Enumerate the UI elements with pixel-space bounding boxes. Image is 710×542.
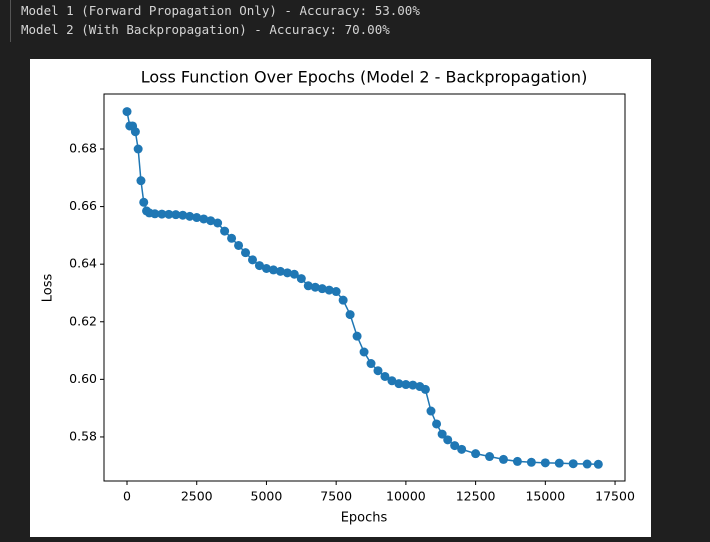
point	[450, 441, 460, 451]
point	[303, 281, 313, 291]
point	[512, 456, 522, 466]
x-tick-label: 12500	[456, 489, 496, 504]
output-line: Model 2 (With Backpropagation) - Accurac…	[21, 22, 390, 37]
point	[582, 459, 592, 469]
point	[380, 371, 390, 381]
y-tick-label: 0.68	[69, 140, 97, 155]
point	[331, 287, 341, 297]
point	[199, 214, 209, 224]
point	[139, 197, 149, 207]
point	[171, 210, 181, 220]
point	[324, 285, 334, 295]
output-line: Model 1 (Forward Propagation Only) - Acc…	[21, 3, 420, 18]
x-tick-label: 10000	[386, 489, 426, 504]
point	[164, 209, 174, 219]
point	[352, 331, 362, 341]
point	[317, 284, 327, 294]
output-area: Model 1 (Forward Propagation Only) - Acc…	[10, 0, 710, 42]
y-tick-label: 0.62	[69, 313, 97, 328]
point	[373, 366, 383, 376]
point	[345, 310, 355, 320]
point	[206, 216, 216, 226]
x-tick-label: 5000	[251, 489, 283, 504]
point	[261, 263, 271, 273]
x-axis-label: Epochs	[341, 511, 388, 526]
point	[310, 282, 320, 292]
x-tick-label: 17500	[595, 489, 635, 504]
x-tick-label: 2500	[181, 489, 213, 504]
point	[593, 459, 603, 469]
x-tick-label: 0	[123, 489, 131, 504]
point	[248, 255, 258, 265]
point	[178, 210, 188, 220]
plot-frame	[103, 93, 626, 482]
point	[432, 419, 442, 429]
point	[437, 429, 447, 439]
point	[220, 226, 230, 236]
point	[185, 211, 195, 221]
point	[394, 379, 404, 389]
point	[338, 295, 348, 305]
point	[241, 248, 251, 258]
point	[540, 458, 550, 468]
point	[485, 452, 495, 462]
point	[254, 261, 264, 271]
point	[268, 265, 278, 275]
point	[133, 144, 143, 154]
point	[192, 213, 202, 223]
y-tick-label: 0.60	[69, 371, 97, 386]
chart-title: Loss Function Over Epochs (Model 2 - Bac…	[141, 68, 588, 87]
y-tick-label: 0.66	[69, 198, 97, 213]
point	[122, 107, 132, 117]
point	[359, 347, 369, 357]
point	[157, 209, 167, 219]
point	[366, 359, 376, 369]
x-tick-label: 15000	[525, 489, 565, 504]
point	[457, 444, 467, 454]
y-tick-label: 0.58	[69, 428, 97, 443]
point	[568, 459, 578, 469]
point	[130, 127, 140, 137]
point	[136, 176, 146, 186]
point	[275, 266, 285, 276]
point	[282, 268, 292, 278]
y-axis-label: Loss	[41, 274, 56, 303]
point	[443, 435, 453, 445]
point	[227, 233, 237, 243]
point	[471, 449, 481, 459]
point	[150, 209, 160, 219]
point	[420, 384, 430, 394]
point	[234, 240, 244, 250]
point	[296, 274, 306, 284]
point	[526, 457, 536, 467]
x-tick-label: 7500	[320, 489, 352, 504]
point	[401, 380, 411, 390]
point	[498, 454, 508, 464]
point	[426, 406, 436, 416]
point	[554, 458, 564, 468]
point	[289, 269, 299, 279]
point	[387, 376, 397, 386]
y-tick-label: 0.64	[69, 256, 97, 271]
point	[213, 218, 223, 228]
point	[408, 380, 418, 390]
